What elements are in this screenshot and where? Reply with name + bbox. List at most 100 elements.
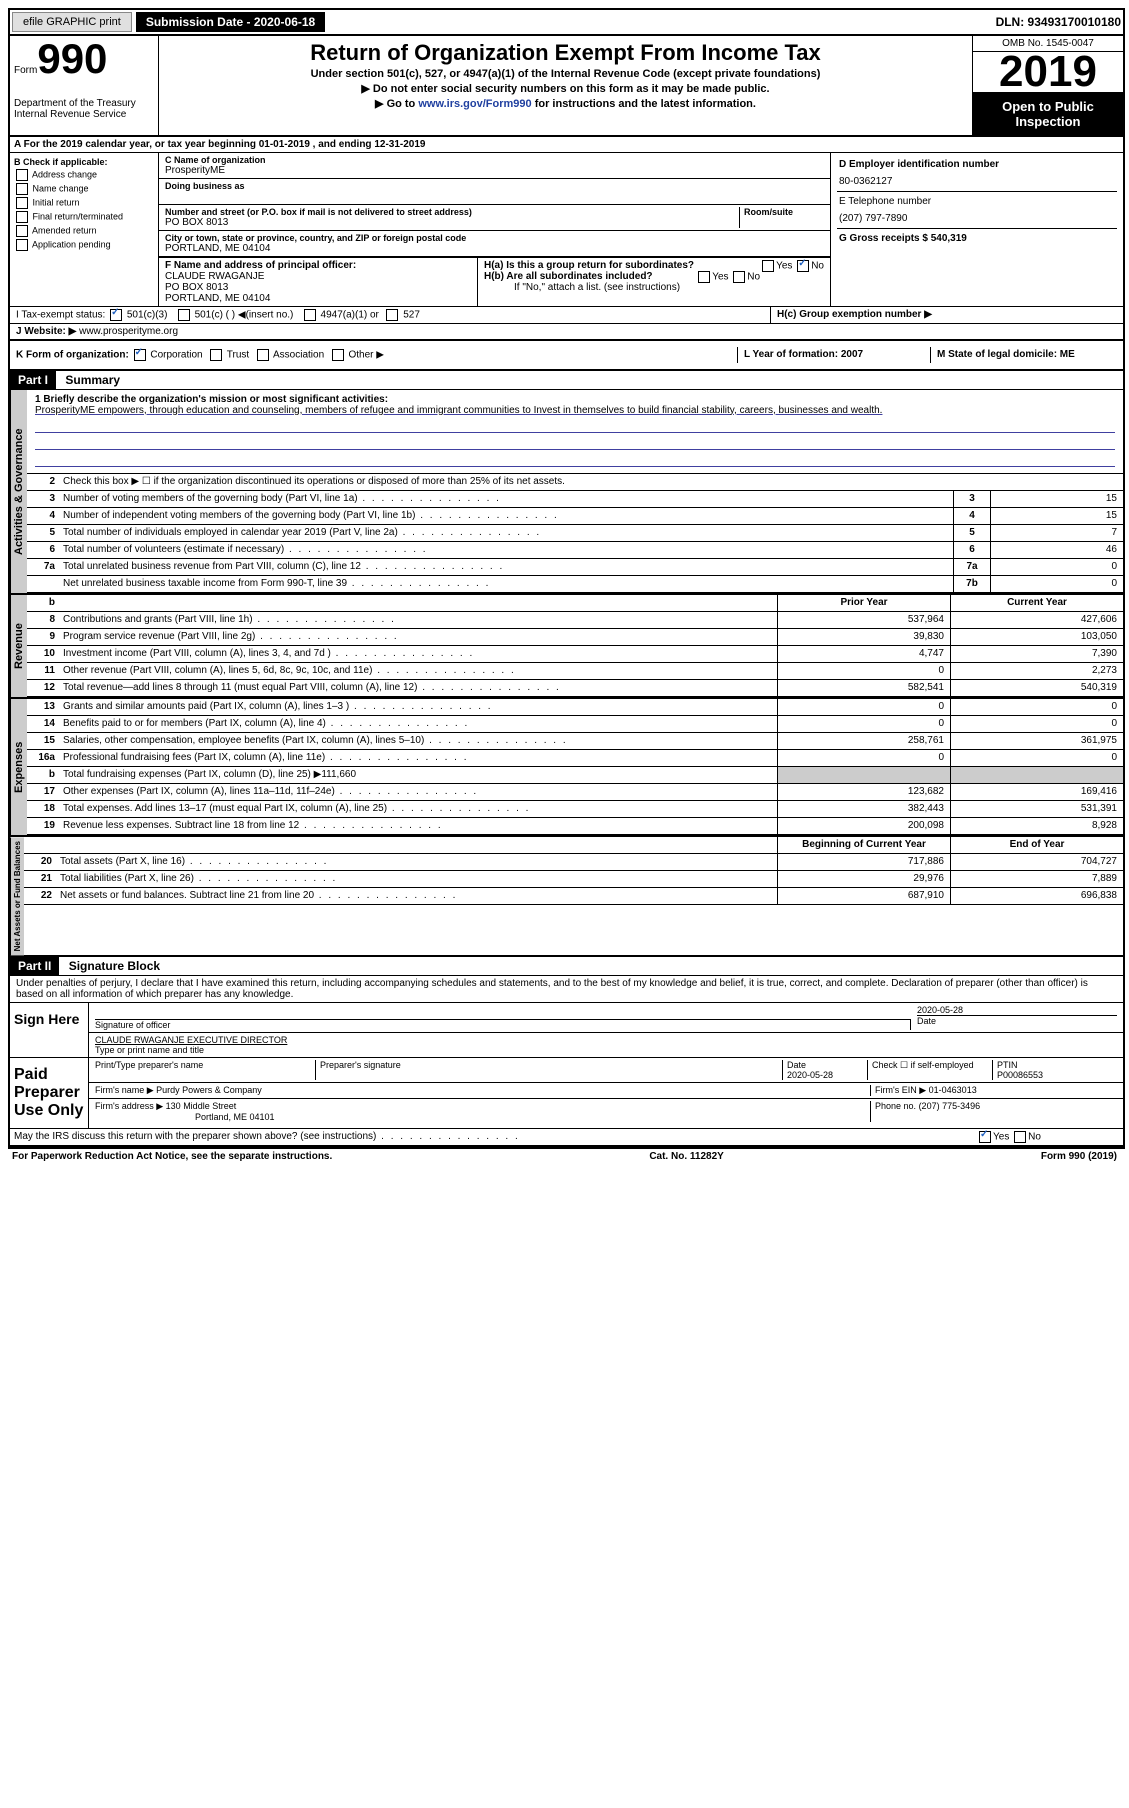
room-label: Room/suite — [744, 207, 824, 217]
rev-header: b Prior Year Current Year — [27, 595, 1123, 612]
gov-line-4: 4 Number of independent voting members o… — [27, 508, 1123, 525]
form-990-container: efile GRAPHIC print Submission Date - 20… — [8, 8, 1125, 1149]
hb-no[interactable]: No — [747, 271, 760, 282]
tax-year: 2019 — [973, 52, 1123, 93]
instr-1: ▶ Do not enter social security numbers o… — [163, 82, 968, 95]
opt-527: 527 — [403, 309, 420, 320]
vert-exp: Expenses — [10, 699, 27, 835]
m-label: M State of legal domicile: ME — [937, 349, 1075, 360]
opt-corp: Corporation — [150, 349, 202, 360]
check-self[interactable]: Check ☐ if self-employed — [868, 1060, 993, 1080]
prep-sig-label: Preparer's signature — [316, 1060, 783, 1080]
firm-addr-label: Firm's address ▶ — [95, 1101, 163, 1111]
sign-here-row: Sign Here Signature of officer 2020-05-2… — [10, 1003, 1123, 1058]
gov-line-7b: Net unrelated business taxable income fr… — [27, 576, 1123, 593]
hb-note: If "No," attach a list. (see instruction… — [484, 282, 824, 293]
cb-501c[interactable] — [178, 309, 190, 321]
vert-rev: Revenue — [10, 595, 27, 697]
gov-line-6: 6 Total number of volunteers (estimate i… — [27, 542, 1123, 559]
cb-initial[interactable]: Initial return — [14, 197, 154, 209]
ptin-label: PTIN — [997, 1060, 1018, 1070]
k-label: K Form of organization: — [16, 349, 129, 360]
d-label: D Employer identification number — [839, 159, 999, 170]
vert-gov: Activities & Governance — [10, 390, 27, 593]
cb-name[interactable]: Name change — [14, 183, 154, 195]
line-b: b — [27, 595, 59, 611]
row-a: A For the 2019 calendar year, or tax yea… — [10, 137, 1123, 153]
col-begin: Beginning of Current Year — [777, 837, 950, 853]
header-center: Return of Organization Exempt From Incom… — [159, 36, 972, 135]
cb-corp[interactable] — [134, 349, 146, 361]
sig-date-value: 2020-05-28 — [917, 1005, 1117, 1015]
col-d: D Employer identification number 80-0362… — [831, 153, 1123, 306]
exp-line-18: 18 Total expenses. Add lines 13–17 (must… — [27, 801, 1123, 818]
rev-line-11: 11 Other revenue (Part VIII, column (A),… — [27, 663, 1123, 680]
cb-name-label: Name change — [33, 183, 89, 193]
exp-line-15: 15 Salaries, other compensation, employe… — [27, 733, 1123, 750]
f-label: F Name and address of principal officer: — [165, 260, 356, 271]
open2: Inspection — [1015, 114, 1080, 129]
discuss-row: May the IRS discuss this return with the… — [10, 1129, 1123, 1147]
discuss-no-cb[interactable] — [1014, 1131, 1026, 1143]
irs-link[interactable]: www.irs.gov/Form990 — [418, 98, 531, 110]
cb-527[interactable] — [386, 309, 398, 321]
hb-yes[interactable]: Yes — [712, 271, 728, 282]
col-current: Current Year — [950, 595, 1123, 611]
i-label: I Tax-exempt status: — [16, 309, 105, 320]
line1-label: 1 Briefly describe the organization's mi… — [35, 394, 388, 405]
efile-button[interactable]: efile GRAPHIC print — [12, 12, 132, 32]
net-header: Beginning of Current Year End of Year — [24, 837, 1123, 854]
line2-text: Check this box ▶ ☐ if the organization d… — [59, 474, 1123, 490]
header-row: Form990 Department of the Treasury Inter… — [10, 36, 1123, 137]
instr2-pre: ▶ Go to — [375, 98, 418, 110]
ein-value: 80-0362127 — [839, 176, 1115, 187]
firm-addr1: 130 Middle Street — [166, 1101, 237, 1111]
opt-trust: Trust — [227, 349, 249, 360]
ha-yes[interactable]: Yes — [776, 260, 792, 271]
prep-phone-label: Phone no. — [875, 1101, 916, 1111]
exp-line-14: 14 Benefits paid to or for members (Part… — [27, 716, 1123, 733]
discuss-yes-cb[interactable] — [979, 1131, 991, 1143]
cb-final-label: Final return/terminated — [33, 211, 124, 221]
mission-box: 1 Briefly describe the organization's mi… — [27, 390, 1123, 474]
net-line-20: 20 Total assets (Part X, line 16) 717,88… — [24, 854, 1123, 871]
cb-other[interactable] — [332, 349, 344, 361]
row-j: J Website: ▶ www.prosperityme.org — [10, 324, 1123, 341]
cb-4947[interactable] — [304, 309, 316, 321]
discuss-yes: Yes — [993, 1132, 1009, 1143]
g-label: G Gross receipts $ 540,319 — [839, 233, 967, 244]
part1-title: Summary — [59, 371, 126, 389]
paperwork-notice: For Paperwork Reduction Act Notice, see … — [12, 1151, 332, 1162]
revenue-section: Revenue b Prior Year Current Year 8 Cont… — [10, 595, 1123, 699]
part2-title: Signature Block — [63, 957, 166, 975]
discuss-text: May the IRS discuss this return with the… — [10, 1129, 971, 1145]
cb-pending[interactable]: Application pending — [14, 239, 154, 251]
dept-label: Department of the Treasury Internal Reve… — [14, 98, 154, 120]
cb-final[interactable]: Final return/terminated — [14, 211, 154, 223]
section-bcd: B Check if applicable: Address change Na… — [10, 153, 1123, 307]
mission-text: ProsperityME empowers, through education… — [35, 405, 1115, 416]
j-label: J Website: ▶ — [16, 326, 76, 337]
f-addr2: PORTLAND, ME 04104 — [165, 293, 471, 304]
opt-501c: 501(c) ( ) ◀(insert no.) — [195, 309, 294, 320]
cb-amended[interactable]: Amended return — [14, 225, 154, 237]
rev-line-10: 10 Investment income (Part VIII, column … — [27, 646, 1123, 663]
cb-address[interactable]: Address change — [14, 169, 154, 181]
exp-line-16a: 16a Professional fundraising fees (Part … — [27, 750, 1123, 767]
vert-net: Net Assets or Fund Balances — [10, 837, 24, 955]
gov-line-3: 3 Number of voting members of the govern… — [27, 491, 1123, 508]
exp-line-17: 17 Other expenses (Part IX, column (A), … — [27, 784, 1123, 801]
date-label: Date — [917, 1015, 1117, 1026]
top-bar: efile GRAPHIC print Submission Date - 20… — [10, 10, 1123, 36]
ha-no[interactable]: No — [811, 260, 824, 271]
exp-line-13: 13 Grants and similar amounts paid (Part… — [27, 699, 1123, 716]
cb-501c3[interactable] — [110, 309, 122, 321]
cb-assoc[interactable] — [257, 349, 269, 361]
sig-officer-label: Signature of officer — [95, 1020, 170, 1030]
cat-number: Cat. No. 11282Y — [649, 1151, 723, 1162]
l-label: L Year of formation: 2007 — [744, 349, 863, 360]
gov-line-5: 5 Total number of individuals employed i… — [27, 525, 1123, 542]
cb-trust[interactable] — [210, 349, 222, 361]
firm-ein-label: Firm's EIN ▶ — [875, 1085, 926, 1095]
col-end: End of Year — [950, 837, 1123, 853]
